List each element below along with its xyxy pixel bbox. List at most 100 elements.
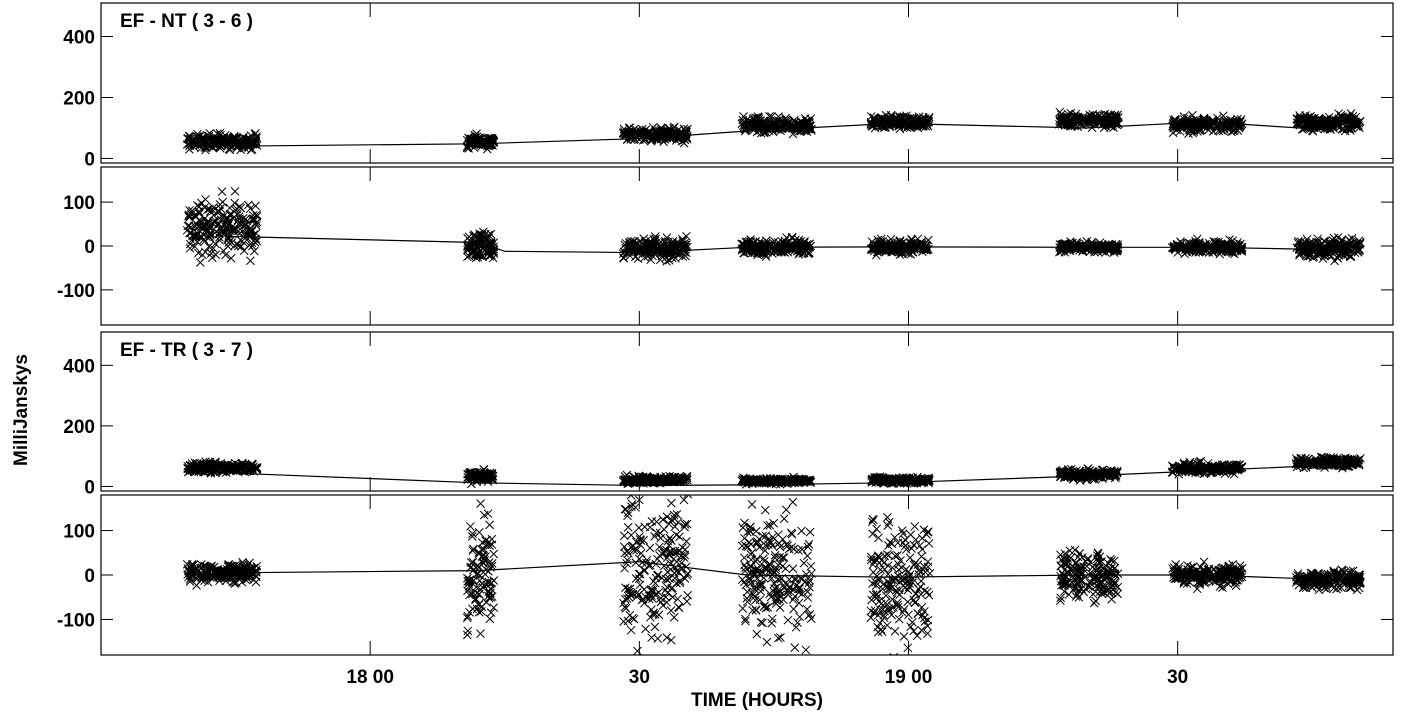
data-point (741, 237, 751, 247)
data-point (639, 585, 649, 594)
data-point (214, 207, 224, 217)
data-point (1074, 470, 1083, 480)
data-point (1328, 235, 1338, 245)
data-point (1103, 469, 1113, 478)
data-point (668, 592, 678, 602)
data-point (1304, 239, 1314, 249)
data-point (485, 470, 494, 479)
data-point (208, 206, 218, 216)
data-point (631, 558, 641, 568)
data-point (230, 198, 239, 208)
data-point (1112, 118, 1121, 127)
data-point (235, 572, 245, 582)
data-point (210, 468, 220, 477)
data-point (1218, 126, 1228, 136)
data-point (751, 118, 761, 128)
data-point (678, 130, 688, 140)
data-point (215, 235, 224, 245)
data-point (1344, 114, 1353, 123)
data-point (245, 138, 255, 147)
data-point (200, 214, 210, 223)
data-point (752, 474, 761, 484)
data-point (477, 545, 486, 554)
data-point (647, 585, 656, 594)
data-point (744, 475, 753, 485)
data-point (223, 217, 233, 226)
data-point (871, 250, 881, 260)
data-point (242, 216, 252, 226)
data-point (250, 238, 260, 247)
data-point (1087, 244, 1097, 254)
data-point (475, 571, 485, 580)
data-point (875, 240, 885, 250)
data-point (238, 214, 248, 223)
data-point (189, 565, 199, 574)
data-point (203, 577, 213, 587)
y-tick-label: 0 (84, 566, 95, 587)
data-point (741, 115, 751, 125)
data-point (1326, 458, 1336, 467)
data-point (779, 244, 789, 253)
data-point (485, 251, 494, 261)
data-point (904, 244, 913, 253)
data-point (1333, 121, 1343, 131)
data-point (641, 243, 651, 252)
data-point (1309, 252, 1319, 261)
data-point (1084, 466, 1094, 476)
data-point (898, 473, 908, 482)
data-point (185, 213, 194, 222)
data-point (679, 495, 689, 505)
data-point (247, 226, 257, 236)
data-point (633, 239, 643, 249)
data-point (1329, 233, 1339, 243)
y-tick-label: -100 (57, 610, 95, 631)
data-point (205, 224, 215, 233)
data-point (670, 546, 680, 556)
data-point (1317, 246, 1326, 256)
data-point (1346, 460, 1356, 470)
data-point (221, 225, 231, 235)
data-point (226, 253, 236, 263)
data-point (626, 495, 636, 500)
data-point (889, 115, 899, 125)
data-point (682, 473, 692, 483)
data-point (226, 463, 236, 473)
data-point (197, 465, 207, 475)
data-point (620, 563, 629, 573)
data-point (775, 116, 785, 126)
data-point (464, 232, 474, 242)
data-point (249, 246, 259, 256)
data-point (759, 122, 768, 132)
data-point (219, 211, 229, 221)
data-point (485, 579, 495, 589)
data-point (1220, 464, 1230, 473)
data-point (1332, 241, 1341, 251)
data-point (1326, 460, 1336, 470)
data-point (1081, 241, 1091, 251)
data-point (469, 575, 478, 585)
data-point (1346, 247, 1356, 256)
data-point (476, 499, 485, 508)
data-point (205, 207, 215, 216)
data-point (475, 137, 484, 147)
data-point (626, 625, 636, 635)
y-tick-label: 200 (63, 88, 95, 109)
data-point (640, 238, 650, 247)
data-point (1098, 246, 1107, 256)
data-point (780, 478, 790, 487)
data-point (781, 113, 790, 123)
data-point (915, 115, 924, 125)
data-point (190, 463, 200, 473)
data-point (206, 460, 216, 470)
data-point (672, 509, 682, 519)
data-point (619, 542, 629, 552)
data-point (739, 112, 748, 121)
data-point (188, 231, 197, 240)
data-point (1071, 241, 1081, 250)
data-point (682, 570, 692, 580)
scatter-points (182, 107, 1365, 155)
data-point (192, 220, 202, 230)
